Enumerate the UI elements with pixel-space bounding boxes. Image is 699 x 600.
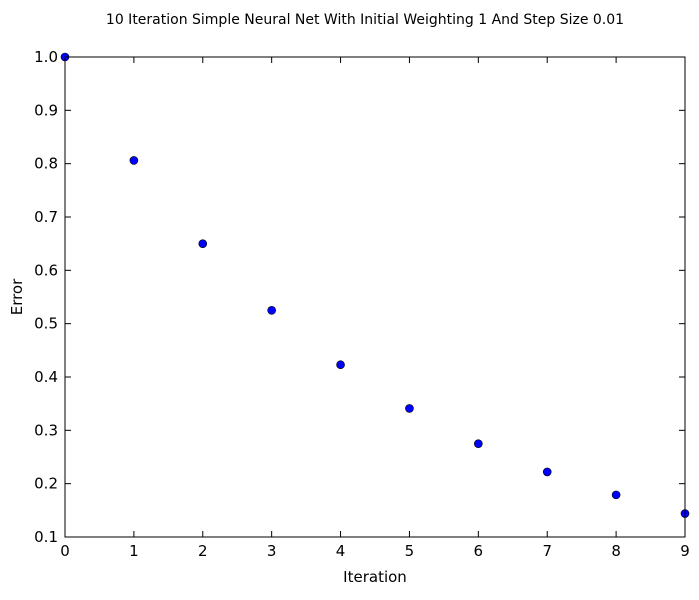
y-tick-label: 0.6: [34, 261, 58, 279]
y-tick-label: 0.4: [34, 368, 58, 386]
x-tick-label: 1: [129, 542, 139, 560]
y-tick-label: 0.2: [34, 475, 58, 493]
data-point: [267, 306, 276, 315]
data-point: [405, 404, 414, 413]
y-tick-label: 0.8: [34, 155, 58, 173]
y-tick-label: 0.3: [34, 421, 58, 439]
x-tick-label: 6: [474, 542, 484, 560]
y-tick-label: 0.9: [34, 101, 58, 119]
y-tick-label: 0.1: [34, 528, 58, 546]
plot-content: 0 1 2 3 4 5 6 7 8 9 0.1 0.2 0.3 0.4 0.5 0.6 0.7 0.8 0.9 1.0: [34, 48, 690, 560]
data-point: [474, 439, 483, 448]
x-tick-label: 4: [336, 542, 346, 560]
data-point: [198, 239, 208, 248]
y-axis-label: Error: [8, 278, 26, 315]
plot-frame: [64, 56, 686, 538]
x-axis-label: Iteration: [343, 568, 407, 586]
data-point: [542, 467, 552, 477]
chart-title: 10 Iteration Simple Neural Net With Init…: [106, 12, 624, 28]
x-tick-label: 3: [267, 542, 277, 560]
x-tick-label: 5: [405, 542, 415, 560]
data-point: [129, 156, 139, 165]
data-point: [611, 490, 621, 500]
x-tick-label: 7: [542, 542, 552, 560]
y-tick-label: 1.0: [34, 48, 58, 66]
x-tick-label: 9: [680, 542, 690, 560]
data-point: [336, 360, 345, 370]
y-tick-label: 0.7: [34, 208, 58, 226]
x-tick-label: 2: [198, 542, 208, 560]
x-tick-label: 0: [60, 542, 70, 560]
y-tick-label: 0.5: [34, 315, 58, 333]
x-tick-label: 8: [611, 542, 621, 560]
